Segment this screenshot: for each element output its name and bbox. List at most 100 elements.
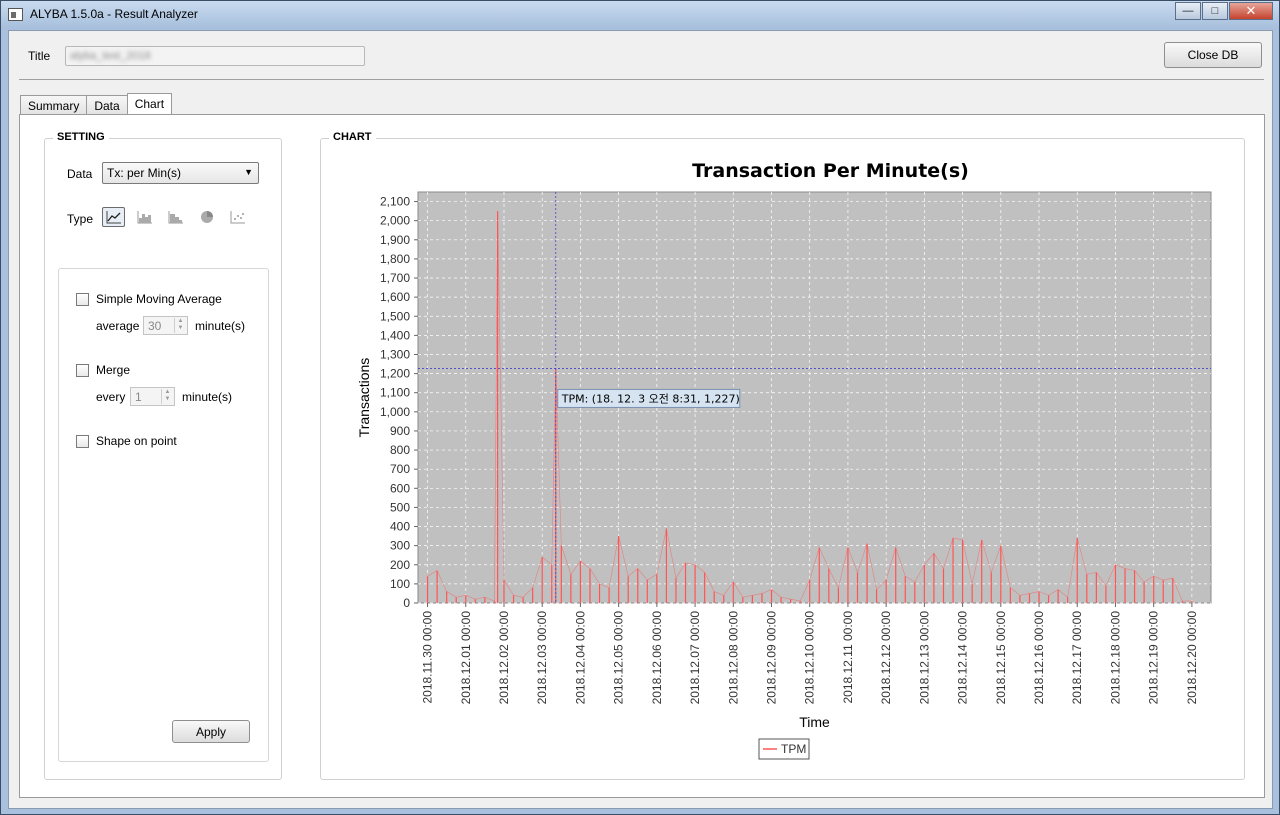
series-line xyxy=(427,211,1192,602)
merge-every-label: every xyxy=(96,390,126,404)
x-tick-label: 2018.12.19 00:00 xyxy=(1147,611,1161,705)
close-db-button[interactable]: Close DB xyxy=(1164,42,1262,68)
title-value: alyba_test_2018 xyxy=(70,50,151,62)
y-tick-label: 1,000 xyxy=(380,405,410,419)
y-tick-label: 0 xyxy=(403,596,410,610)
x-tick-label: 2018.12.09 00:00 xyxy=(765,611,779,705)
y-tick-label: 1,400 xyxy=(380,328,410,342)
legend-label: TPM xyxy=(781,742,806,756)
spinner-arrows-icon[interactable]: ▲ ▼ xyxy=(161,389,173,404)
y-tick-label: 1,100 xyxy=(380,386,410,400)
options-box: Simple Moving Average average 30 ▲ ▼ minu… xyxy=(58,268,269,762)
y-tick-label: 300 xyxy=(390,539,410,553)
spinner-arrows-icon[interactable]: ▲ ▼ xyxy=(174,318,186,333)
x-tick-label: 2018.12.03 00:00 xyxy=(535,611,549,705)
chevron-down-icon: ▼ xyxy=(244,167,253,177)
close-window-button[interactable]: ✕ xyxy=(1229,2,1273,20)
scatter-chart-icon[interactable] xyxy=(226,207,249,227)
tab-data[interactable]: Data xyxy=(86,95,128,115)
y-tick-label: 1,600 xyxy=(380,290,410,304)
merge-checkbox[interactable] xyxy=(76,364,89,377)
x-tick-label: 2018.12.18 00:00 xyxy=(1108,611,1122,705)
sma-checkbox[interactable] xyxy=(76,293,89,306)
title-bar[interactable]: ALYBA 1.5.0a - Result Analyzer — □ ✕ xyxy=(1,1,1279,29)
plot-area xyxy=(417,191,1212,604)
shape-on-point-checkbox[interactable] xyxy=(76,435,89,448)
sma-label: Simple Moving Average xyxy=(96,292,222,306)
y-tick-label: 1,300 xyxy=(380,347,410,361)
x-tick-label: 2018.12.12 00:00 xyxy=(879,611,893,705)
maximize-button[interactable]: □ xyxy=(1202,2,1228,20)
y-tick-label: 100 xyxy=(390,577,410,591)
chart-group: CHART Transaction Per Minute(s) 0 100 200 30… xyxy=(320,131,1245,780)
area-chart-icon[interactable] xyxy=(133,207,156,227)
x-tick-label: 2018.12.05 00:00 xyxy=(612,611,626,705)
x-tick-label: 2018.12.16 00:00 xyxy=(1032,611,1046,705)
merge-every-spinner[interactable]: 1 ▲ ▼ xyxy=(130,387,175,406)
sma-average-value: 30 xyxy=(148,319,162,333)
y-tick-label: 2,000 xyxy=(380,214,410,228)
tab-bar: Summary Data Chart xyxy=(20,93,173,115)
x-tick-label: 2018.12.14 00:00 xyxy=(956,611,970,705)
legend-box xyxy=(758,738,810,760)
y-tick-label: 1,200 xyxy=(380,367,410,381)
sma-unit-label: minute(s) xyxy=(195,319,246,333)
y-tick-label: 1,500 xyxy=(380,309,410,323)
x-tick-label: 2018.12.07 00:00 xyxy=(688,611,702,705)
y-tick-label: 1,700 xyxy=(380,271,410,285)
y-tick-label: 500 xyxy=(390,500,410,514)
minimize-button[interactable]: — xyxy=(1175,2,1201,20)
x-tick-label: 2018.11.30 00:00 xyxy=(421,611,435,704)
x-tick-label: 2018.12.10 00:00 xyxy=(803,611,817,705)
title-field[interactable]: alyba_test_2018 xyxy=(65,46,365,66)
apply-button[interactable]: Apply xyxy=(172,720,250,743)
x-tick-label: 2018.12.13 00:00 xyxy=(917,611,931,705)
type-selector xyxy=(102,207,257,227)
x-tick-label: 2018.12.01 00:00 xyxy=(459,611,473,705)
data-label: Data xyxy=(67,167,93,181)
tab-summary[interactable]: Summary xyxy=(20,95,88,115)
y-tick-label: 400 xyxy=(390,520,410,534)
merge-every-value: 1 xyxy=(135,390,142,404)
step-chart-icon[interactable] xyxy=(164,207,187,227)
minimize-icon: — xyxy=(1182,5,1194,17)
y-tick-label: 900 xyxy=(390,424,410,438)
tpm-chart[interactable]: Transaction Per Minute(s) 0 100 200 300 400 50… xyxy=(321,139,1244,779)
app-icon xyxy=(8,8,23,21)
line-chart-icon[interactable] xyxy=(102,207,125,227)
tooltip-box xyxy=(557,388,741,408)
y-tick-label: 800 xyxy=(390,443,410,457)
y-tick-label: 600 xyxy=(390,481,410,495)
x-tick-label: 2018.12.17 00:00 xyxy=(1070,611,1084,705)
title-label: Title xyxy=(28,49,51,63)
sma-average-label: average xyxy=(96,319,140,333)
y-tick-label: 1,800 xyxy=(380,252,410,266)
x-axis-label: Time xyxy=(799,714,830,730)
sma-average-spinner[interactable]: 30 ▲ ▼ xyxy=(143,316,188,335)
x-tick-label: 2018.12.15 00:00 xyxy=(994,611,1008,705)
chart-tab-panel: SETTING Data Tx: per Min(s) ▼ Type xyxy=(19,114,1265,798)
y-axis-label: Transactions xyxy=(356,358,372,438)
pie-chart-icon[interactable] xyxy=(195,207,218,227)
y-tick-label: 1,900 xyxy=(380,233,410,247)
x-tick-label: 2018.12.08 00:00 xyxy=(726,611,740,705)
type-label: Type xyxy=(67,212,94,226)
tab-chart[interactable]: Chart xyxy=(126,93,173,115)
window-title: ALYBA 1.5.0a - Result Analyzer xyxy=(30,7,198,21)
close-icon: ✕ xyxy=(1245,3,1257,18)
x-tick-label: 2018.12.06 00:00 xyxy=(650,611,664,705)
y-tick-label: 200 xyxy=(390,558,410,572)
maximize-icon: □ xyxy=(1211,5,1219,17)
x-tick-label: 2018.12.20 00:00 xyxy=(1185,611,1199,705)
setting-group: SETTING Data Tx: per Min(s) ▼ Type xyxy=(44,131,282,780)
setting-group-title: SETTING xyxy=(53,131,109,143)
merge-label: Merge xyxy=(96,363,131,377)
x-tick-label: 2018.12.11 00:00 xyxy=(841,611,855,704)
merge-unit-label: minute(s) xyxy=(182,390,233,404)
data-select-value: Tx: per Min(s) xyxy=(107,166,182,180)
x-tick-label: 2018.12.02 00:00 xyxy=(497,611,511,705)
x-tick-label: 2018.12.04 00:00 xyxy=(573,611,587,705)
header-divider xyxy=(19,79,1264,80)
data-select[interactable]: Tx: per Min(s) ▼ xyxy=(102,162,259,184)
